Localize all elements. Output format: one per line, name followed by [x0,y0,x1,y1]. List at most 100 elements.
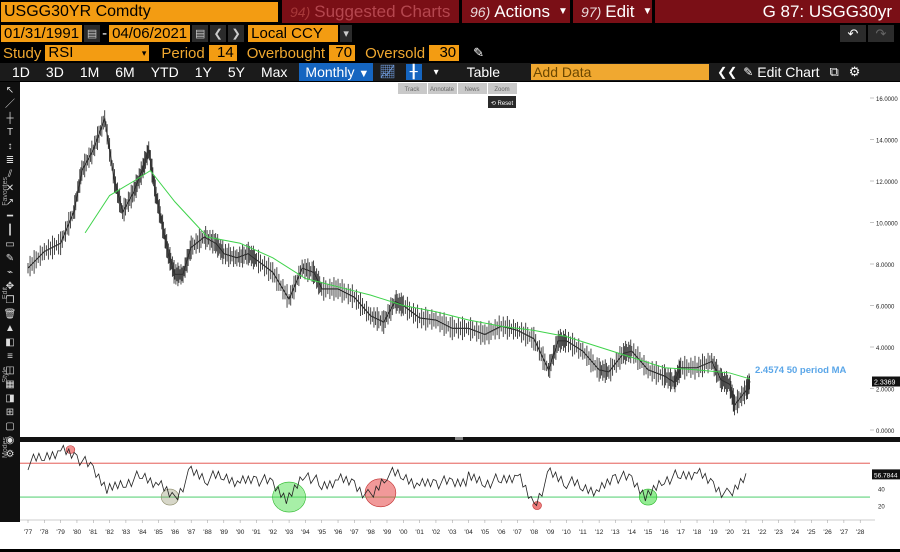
float-reset-button[interactable] [488,96,516,108]
settings-icon[interactable]: ⚙ [848,64,861,79]
line-chart-icon[interactable]: 📈︎ [379,64,396,79]
overbought-label: Overbought [246,44,326,62]
start-calendar-icon[interactable]: ▤ [84,25,101,42]
fib-icon[interactable]: ≣ [5,155,15,166]
trend-icon[interactable]: ↗ [5,197,15,208]
screenshot-icon[interactable]: ⧉ [829,64,839,79]
edit-chart-button[interactable]: Edit Chart [757,64,820,80]
mode-5-icon[interactable]: ▢ [5,421,15,432]
last-price-label: 2.3369 [874,380,896,387]
undo-icon[interactable]: ↶ [840,25,866,42]
vline-icon[interactable]: ┃ [6,225,14,236]
channel-icon[interactable]: ⫽ [7,169,13,180]
currency-dropdown-icon[interactable]: ▾ [340,25,353,42]
x-tick-label: '09 [546,529,555,536]
x-tick-label: '00 [399,529,408,536]
ticker-input[interactable]: USGG30YR Comdty [1,1,278,22]
suggested-charts-button[interactable]: 94) Suggested Charts [282,0,459,23]
float-tool-label: Track [405,87,421,93]
rsi-y-tick-label: 20 [878,505,885,511]
y-tick-label: 0.0000 [876,429,895,435]
redo-icon[interactable]: ↷ [868,25,894,42]
actions-menu[interactable]: 96) Actions ▼ [462,0,570,23]
y-tick-label: 16.0000 [876,97,898,103]
mode-4-icon[interactable]: ⊞ [5,407,15,418]
timeframe-5y[interactable]: 5Y [227,64,245,80]
x-tick-label: '91 [252,529,261,536]
frequency-select[interactable]: Monthly ▼ [299,63,374,81]
end-calendar-icon[interactable]: ▤ [192,25,209,42]
chart-area[interactable]: Track Annotate News Zoom ⟲ Reset 16.0000 14.00… [0,82,900,549]
prev-period-icon[interactable]: ❮ [210,25,227,42]
date-separator: - [102,25,108,42]
table-button[interactable]: Table [466,64,501,80]
float-toolbar[interactable]: Track Annotate News Zoom [398,83,517,94]
x-tick-label: '02 [432,529,441,536]
shapes-icon[interactable]: ▭ [5,239,15,250]
timeframe-1d[interactable]: 1D [12,64,30,80]
frequency-dropdown-icon: ▼ [358,68,370,80]
start-date-field[interactable]: 01/31/1991 [1,25,83,42]
study-select[interactable]: RSI ▾ [45,45,150,61]
x-tick-label: '82 [105,529,114,536]
y-tick-label: 6.0000 [876,305,895,311]
hline-icon[interactable]: ━ [6,211,14,222]
text-icon[interactable]: T [6,127,14,138]
x-tick-label: '01 [415,529,424,536]
add-data-input[interactable]: Add Data [531,64,710,80]
pointer-icon[interactable]: ↖ [5,85,15,96]
frequency-label: Monthly [305,64,355,80]
timeframe-1m[interactable]: 1M [79,64,100,80]
timeframe-ytd[interactable]: YTD [150,64,179,80]
delete-icon[interactable]: 🗑︎ [3,309,17,320]
mode-1-icon[interactable]: ◫ [5,365,15,376]
fill-icon[interactable]: ▲ [5,323,15,334]
mode-6-icon[interactable]: ◉ [5,435,15,446]
next-period-icon[interactable]: ❯ [228,25,245,42]
mode-settings-icon[interactable]: ⚙ [5,449,15,460]
draw-line-icon[interactable]: ／ [5,99,15,110]
x-tick-label: '14 [628,529,637,536]
lines-icon[interactable]: ≡ [7,351,13,362]
float-tool-zoom[interactable] [488,83,517,94]
timeframe-max[interactable]: Max [260,64,288,80]
oversold-input[interactable]: 30 [429,45,460,61]
bar-chart-icon[interactable]: ╂ [405,64,422,80]
timeframe-3d[interactable]: 3D [45,64,64,80]
period-input[interactable]: 14 [208,45,237,61]
chart-svg[interactable]: Track Annotate News Zoom ⟲ Reset 16.0000 14.00… [0,82,900,549]
x-tick-label: '80 [73,529,82,536]
arrow-icon[interactable]: ↕ [7,141,13,152]
collapse-icon[interactable]: ❮❮ [717,65,738,79]
move-icon[interactable]: ✥ [5,281,15,292]
brush-icon[interactable]: ✎ [5,253,15,264]
x-tick-label: '90 [236,529,245,536]
timeframe-1y[interactable]: 1Y [194,64,212,80]
mode-3-icon[interactable]: ◨ [5,393,15,404]
date-range-bar: 01/31/1991 ▤ - 04/06/2021 ▤ ❮ ❯ Local CC… [0,24,900,43]
pencil-icon[interactable]: ✎ [473,45,485,60]
float-tool-news[interactable] [458,83,487,94]
edit-menu[interactable]: 97) Edit ▼ [573,0,652,23]
x-tick-label: '97 [350,529,359,536]
study-dropdown-icon: ▾ [141,48,147,58]
crosshair-icon[interactable]: ┼ [6,113,14,124]
x-tick-label: '27 [840,529,849,536]
color-icon[interactable]: ◧ [5,337,15,348]
x-tick-label: '16 [660,529,669,536]
mode-2-icon[interactable]: ▦ [5,379,15,390]
end-date-field[interactable]: 04/06/2021 [109,25,191,42]
timeframe-6m[interactable]: 6M [115,64,135,80]
currency-select[interactable]: Local CCY [248,25,339,42]
actions-number: 96) [470,3,491,20]
float-tool-annotate[interactable] [428,83,457,94]
overbought-input[interactable]: 70 [329,45,356,61]
x-tick-label: '19 [709,529,718,536]
copy-icon[interactable]: ❐ [5,295,15,306]
rsi-last-tag [872,469,900,480]
eraser-icon[interactable]: ✕ [5,183,15,194]
rsi-series-line [27,444,747,507]
magnet-icon[interactable]: ⌁ [6,267,14,278]
chart-type-dropdown-icon[interactable]: ▾ [433,66,439,78]
float-tool-track[interactable] [398,83,427,94]
